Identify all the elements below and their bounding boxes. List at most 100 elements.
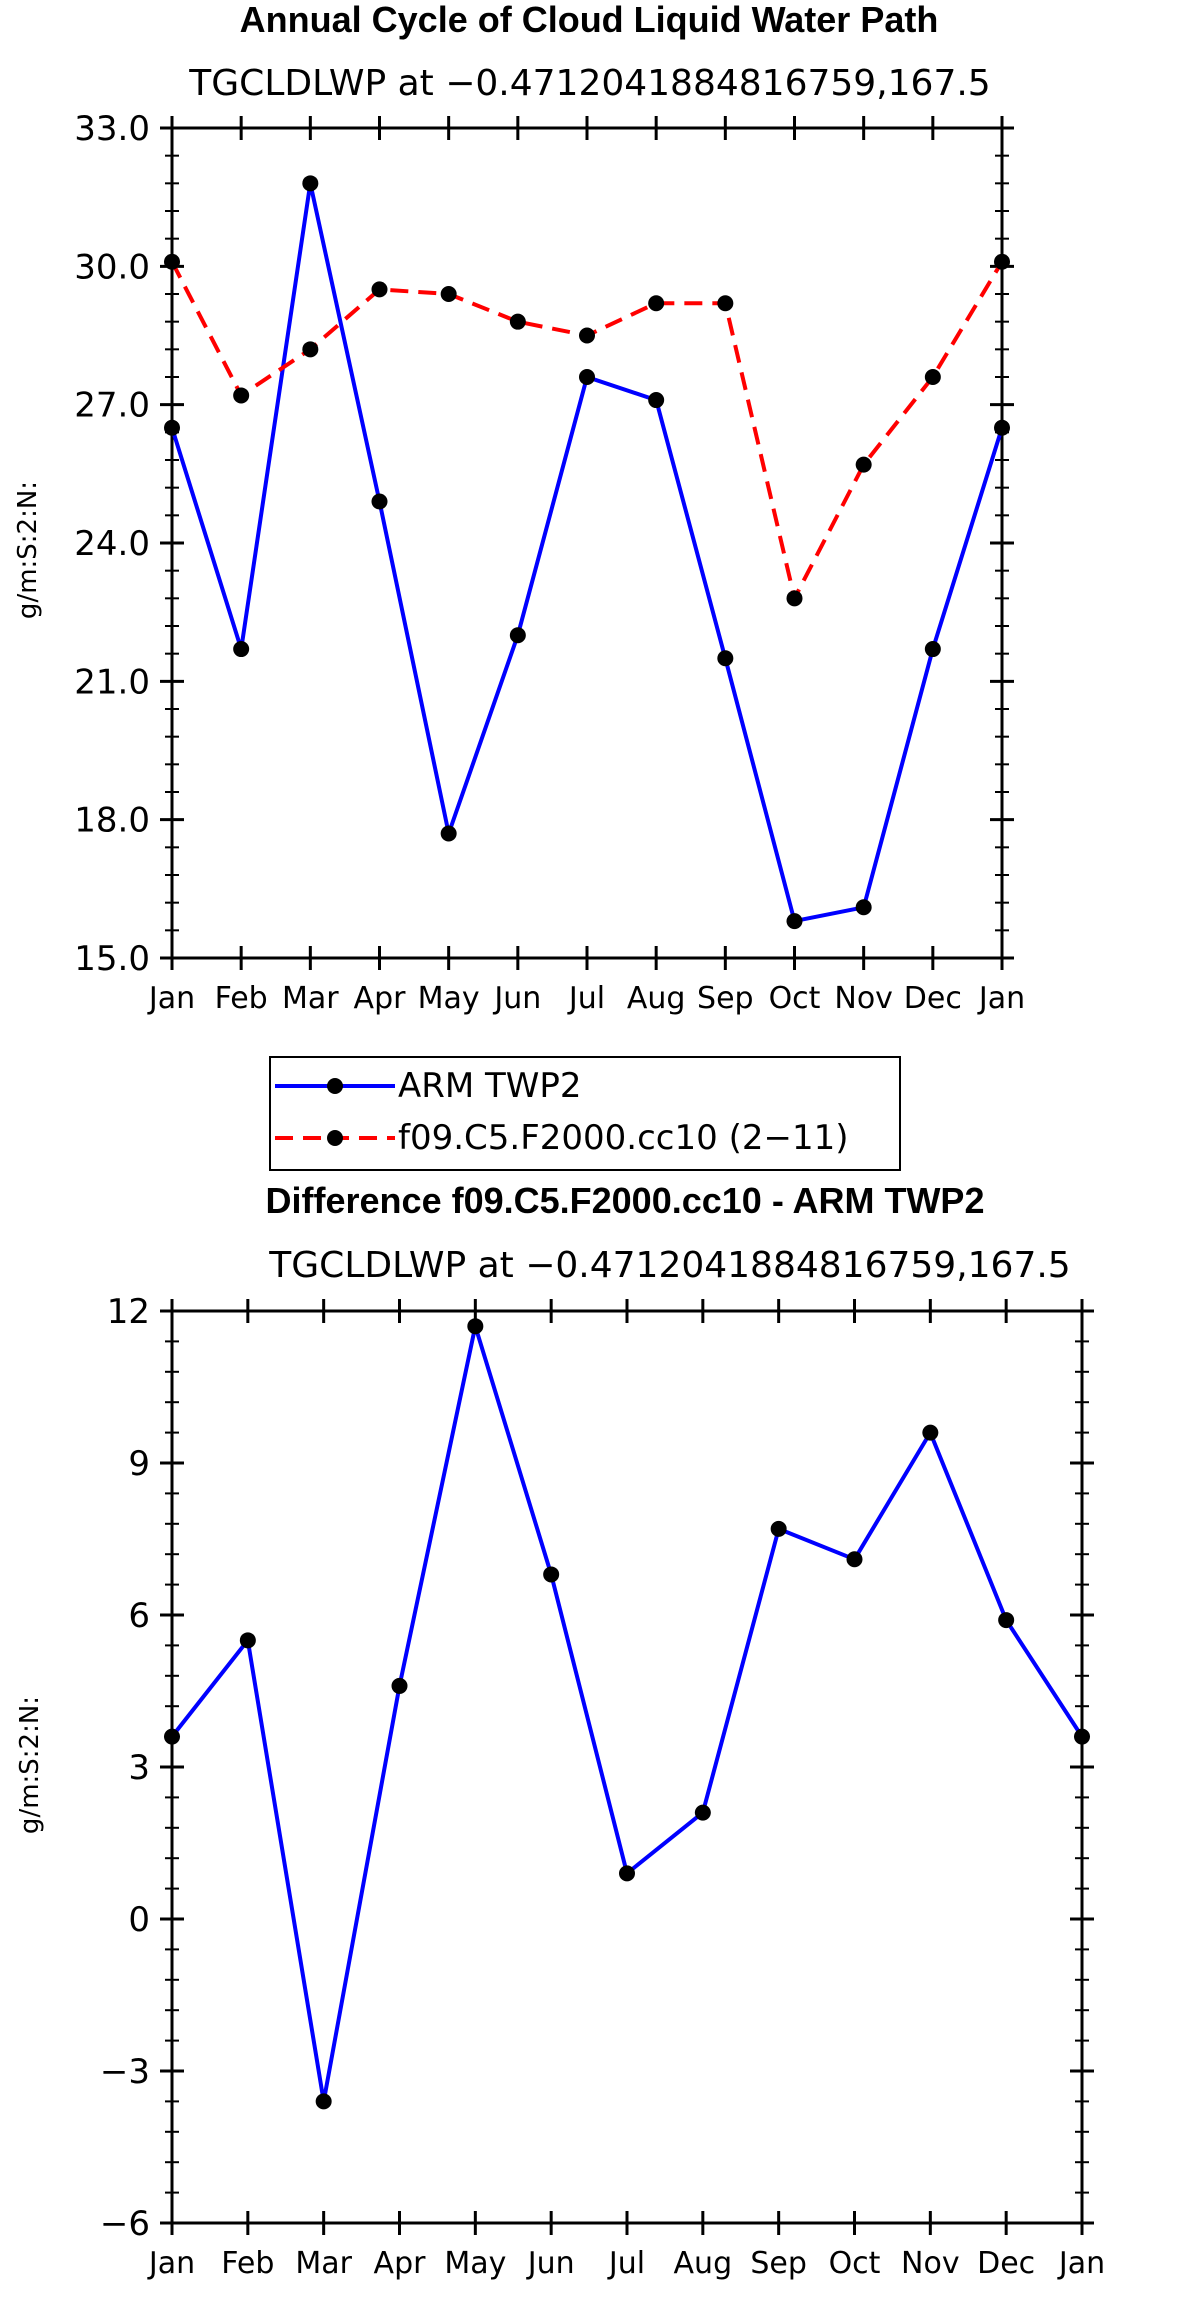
x-tick-label: Nov (901, 2246, 960, 2281)
data-point (579, 327, 595, 344)
y-tick-label: 9 (128, 1444, 150, 1484)
chart2-subtitle: TGCLDLWP at −0.4712041884816759,167.5 (268, 1245, 1070, 1286)
x-tick-label: Jun (526, 2246, 575, 2281)
chart2-x-tick-labels: Jan Feb Mar Apr May Jun Jul Aug Sep Oct Nov Dec Jan (147, 2246, 1105, 2281)
x-tick-label: Feb (215, 981, 268, 1016)
data-point (579, 369, 595, 385)
chart1-title: Annual Cycle of Cloud Liquid Water Path (240, 0, 939, 40)
data-point (694, 1804, 711, 1821)
data-point (994, 419, 1010, 436)
chart1-subtitle: TGCLDLWP at −0.4712041884816759,167.5 (188, 63, 990, 104)
data-point (233, 387, 250, 404)
data-point (648, 392, 665, 409)
x-tick-label: Oct (769, 981, 821, 1016)
y-tick-label: 0 (128, 1900, 150, 1940)
data-point (855, 456, 872, 473)
data-point (164, 253, 180, 270)
y-tick-label: 12 (107, 1292, 150, 1332)
data-point (770, 1520, 787, 1537)
data-point (619, 1865, 635, 1882)
data-point (164, 419, 180, 436)
x-tick-label: Apr (374, 2246, 427, 2281)
y-tick-label: 24.0 (74, 524, 150, 564)
data-point (239, 1632, 256, 1649)
y-tick-label: −6 (100, 2204, 150, 2244)
x-tick-label: Oct (829, 2246, 881, 2281)
data-point (717, 295, 734, 312)
chart1-x-tick-labels: Jan Feb Mar Apr May Jun Jul Aug Sep Oct Nov Dec Jan (147, 981, 1025, 1016)
chart2-series (164, 1318, 1090, 2110)
data-point (846, 1551, 863, 1568)
chart2-y-tick-labels: −6 −3 0 3 6 9 12 (100, 1292, 150, 2244)
data-point (302, 175, 319, 192)
data-point (924, 641, 941, 658)
y-tick-label: 21.0 (74, 662, 150, 702)
x-tick-label: Jan (1057, 2246, 1105, 2281)
data-point (467, 1318, 484, 1335)
x-tick-label: May (418, 981, 480, 1016)
data-point (233, 641, 250, 658)
y-tick-label: 27.0 (74, 386, 150, 426)
data-point (1074, 1728, 1090, 1745)
data-point (315, 2093, 332, 2110)
data-point (302, 341, 319, 358)
x-tick-label: Sep (750, 2246, 807, 2281)
data-point (509, 627, 526, 644)
data-point (924, 369, 941, 385)
x-tick-label: Sep (697, 981, 754, 1016)
x-tick-label: Mar (295, 2246, 352, 2281)
chart1-series (164, 175, 1010, 930)
x-tick-label: Jan (147, 981, 195, 1016)
legend-marker-arm (327, 1078, 343, 1094)
chart2-ylabel: g/m:S:2:N: (15, 1696, 45, 1834)
x-tick-label: Jan (977, 981, 1025, 1016)
series-line-1 (170, 260, 1004, 601)
data-point (164, 1728, 180, 1745)
data-point (440, 825, 457, 842)
chart1-y-tick-labels: 15.0 18.0 21.0 24.0 27.0 30.0 33.0 (74, 109, 150, 979)
chart1-ticks (160, 116, 1014, 970)
x-tick-label: Aug (627, 981, 686, 1016)
x-tick-label: Jul (607, 2246, 645, 2281)
x-tick-label: Dec (977, 2246, 1035, 2281)
chart2-title: Difference f09.C5.F2000.cc10 - ARM TWP2 (266, 1180, 985, 1221)
chart1-plot-frame (170, 126, 1004, 960)
y-tick-label: 15.0 (74, 939, 150, 979)
chart-annual-cycle: Annual Cycle of Cloud Liquid Water Path … (13, 0, 1025, 1016)
x-tick-label: Jul (567, 981, 605, 1016)
chart1-legend: ARM TWP2 f09.C5.F2000.cc10 (2−11) (269, 1056, 901, 1171)
x-tick-label: Mar (282, 981, 339, 1016)
chart2-ticks (160, 1299, 1094, 2235)
x-tick-label: May (444, 2246, 506, 2281)
chart2-plot-frame (170, 1309, 1084, 2225)
data-point (717, 650, 734, 667)
x-tick-label: Aug (674, 2246, 733, 2281)
data-point (998, 1612, 1015, 1629)
legend-label-arm: ARM TWP2 (398, 1066, 582, 1106)
data-point (391, 1677, 408, 1694)
data-point (509, 313, 526, 330)
y-tick-label: −3 (100, 2052, 150, 2092)
x-tick-label: Jun (492, 981, 541, 1016)
series-line-0 (170, 1324, 1084, 2104)
y-tick-label: 18.0 (74, 801, 150, 841)
y-tick-label: 6 (128, 1596, 150, 1636)
x-tick-label: Jan (147, 2246, 195, 2281)
y-tick-label: 30.0 (74, 247, 150, 287)
data-point (543, 1566, 560, 1583)
data-point (440, 286, 457, 302)
y-tick-label: 33.0 (74, 109, 150, 149)
data-point (648, 295, 665, 312)
series-line-0 (170, 181, 1004, 924)
data-point (855, 899, 872, 916)
x-tick-label: Nov (834, 981, 893, 1016)
x-tick-label: Dec (904, 981, 962, 1016)
y-tick-label: 3 (128, 1748, 150, 1788)
legend-label-model: f09.C5.F2000.cc10 (2−11) (398, 1118, 848, 1158)
data-point (371, 281, 388, 298)
chart1-ylabel: g/m:S:2:N: (13, 481, 43, 619)
data-point (786, 590, 803, 607)
data-point (922, 1424, 939, 1441)
legend-box (269, 1056, 901, 1171)
